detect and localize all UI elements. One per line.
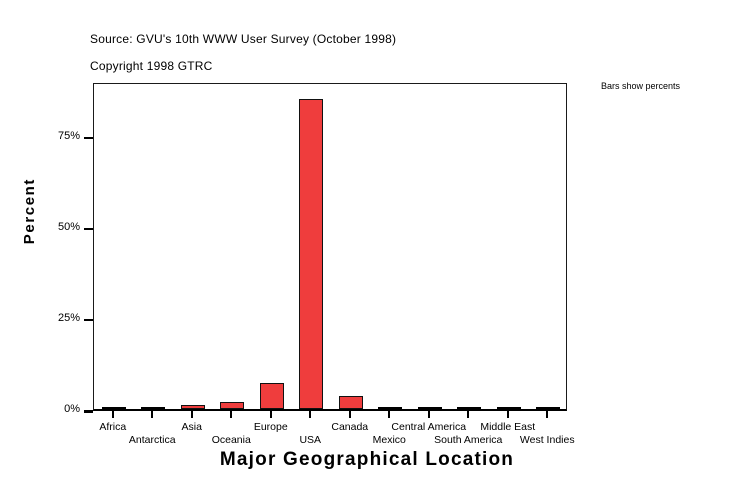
x-label-middle-east: Middle East [480,421,536,433]
bar-west-indies [536,407,561,409]
y-tick-label: 25% [57,311,80,324]
x-tick-mark [111,411,114,418]
x-tick-mark [190,411,193,418]
y-tick-mark [84,227,93,231]
copyright-text: Copyright 1998 GTRC [90,59,213,73]
x-label-africa: Africa [99,421,127,433]
y-axis-title: Percent [21,178,38,245]
x-label-south-america: South America [434,434,503,446]
plot-area [93,83,567,411]
y-tick-mark [84,318,93,322]
bar-central-america [417,407,442,409]
x-label-europe: Europe [253,421,288,433]
x-tick-mark [506,411,509,418]
bar-middle-east [496,407,521,409]
x-label-usa: USA [299,434,322,446]
y-tick-label: 75% [57,129,80,142]
bar-asia [180,405,205,409]
x-label-antarctica: Antarctica [128,434,176,446]
x-tick-mark [388,411,391,418]
bar-mexico [378,407,403,409]
x-label-asia: Asia [181,421,202,433]
bars-layer [94,84,566,409]
bar-oceania [220,402,245,409]
y-tick-mark [84,410,93,413]
bar-usa [299,99,324,409]
x-tick-mark [348,411,351,418]
y-tick-mark [84,136,93,140]
x-tick-mark [269,411,272,418]
x-tick-mark [427,411,430,418]
bars-show-percents-note: Bars show percents [601,81,681,91]
bar-canada [338,396,363,409]
source-text: Source: GVU's 10th WWW User Survey (Octo… [90,32,397,46]
x-tick-mark [151,411,154,418]
x-label-oceania: Oceania [211,434,251,446]
x-tick-mark [230,411,233,418]
x-tick-mark [546,411,549,418]
bar-south-america [457,407,482,409]
x-tick-mark [309,411,312,418]
x-axis-title: Major Geographical Location [219,449,515,470]
x-label-canada: Canada [331,421,369,433]
bar-europe [259,382,284,409]
y-tick-label: 0% [64,403,80,415]
x-label-west-indies: West Indies [519,434,575,446]
bar-africa [101,407,126,409]
x-tick-mark [467,411,470,418]
x-label-central-america: Central America [391,421,467,433]
x-label-mexico: Mexico [372,434,406,446]
bar-antarctica [141,407,166,409]
y-tick-label: 50% [57,220,80,233]
